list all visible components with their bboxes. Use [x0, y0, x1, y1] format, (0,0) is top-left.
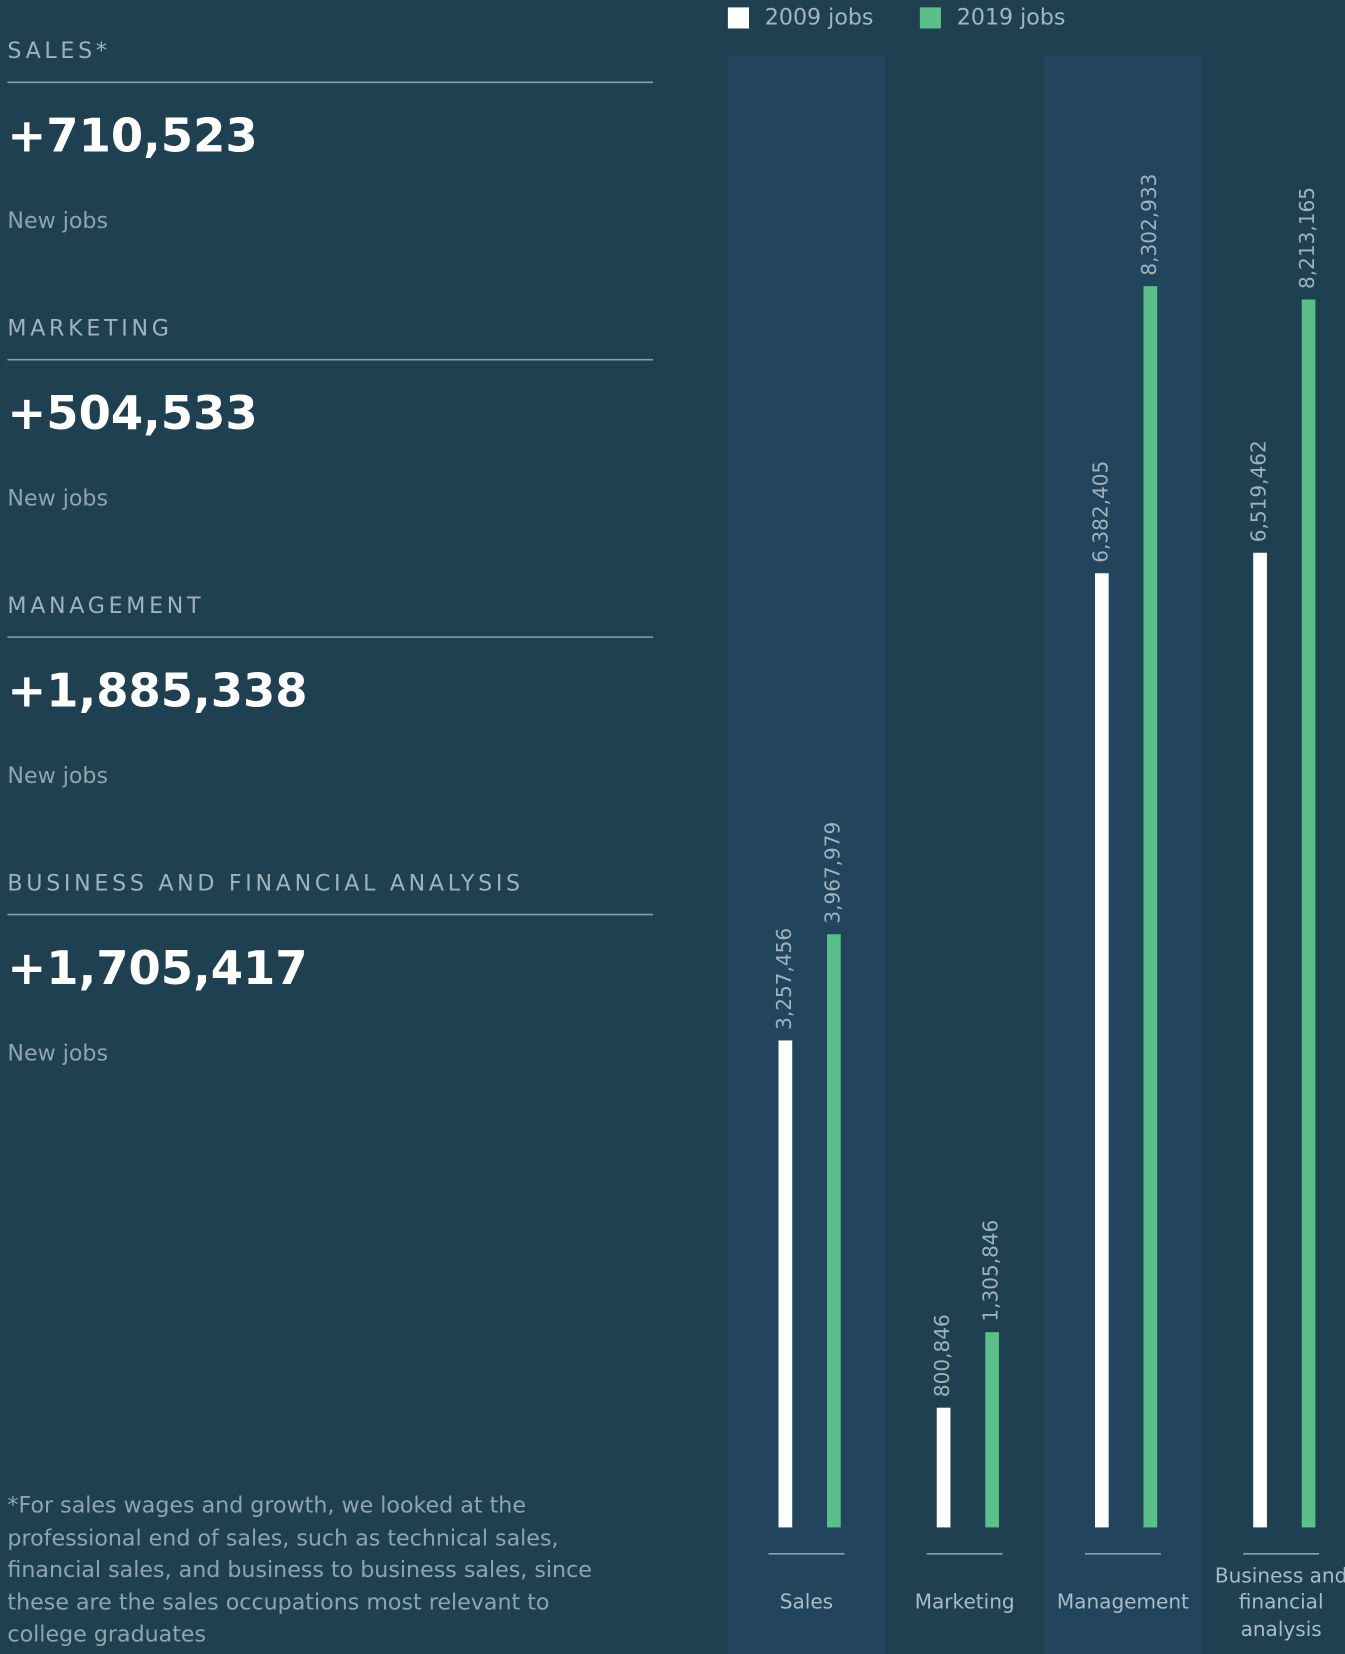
panel-value: +1,705,417	[7, 941, 307, 995]
value-label: 6,382,405	[1088, 461, 1112, 563]
category-label-box: Sales	[779, 1590, 834, 1615]
legend-label: 2019 jobs	[957, 4, 1066, 30]
category-label: Business and financial analysis	[1214, 1564, 1345, 1642]
panel-caption: New jobs	[7, 763, 108, 789]
category-label-box: Business and financial analysis	[1214, 1564, 1345, 1642]
legend-swatch	[727, 7, 749, 29]
category-label: Management	[1056, 1590, 1189, 1615]
panel-heading: MANAGEMENT	[7, 593, 204, 619]
bar	[1301, 299, 1316, 1528]
category-band	[1043, 54, 1202, 1654]
panel-caption: New jobs	[7, 485, 108, 511]
value-label: 1,305,846	[979, 1220, 1003, 1322]
value-label: 8,302,933	[1137, 174, 1161, 276]
category-label-box: Marketing	[914, 1590, 1015, 1615]
legend-swatch	[919, 7, 941, 29]
category-label-box: Management	[1056, 1590, 1189, 1615]
stat-panels: SALES* +710,523 New jobs MARKETING +504,533 N…	[7, 38, 653, 1066]
chart: Sales 3,257,456 3,967,979 Marketing 800,846 1…	[726, 4, 1345, 1654]
category-label: Sales	[779, 1590, 834, 1615]
footnote-box: *For sales wages and growth, we looked a…	[7, 1492, 592, 1647]
panel-caption: New jobs	[7, 208, 108, 234]
value-label: 8,213,165	[1295, 187, 1319, 289]
panel-heading: SALES*	[7, 38, 110, 64]
value-label: 3,967,979	[820, 822, 844, 924]
value-label: 800,846	[930, 1314, 954, 1397]
panel-heading: BUSINESS AND FINANCIAL ANALYSIS	[7, 870, 523, 896]
category-band	[726, 54, 886, 1654]
bar	[1253, 552, 1267, 1528]
bar	[827, 934, 841, 1528]
panel-value: +504,533	[7, 386, 257, 440]
footnote: *For sales wages and growth, we looked a…	[7, 1492, 592, 1647]
bar	[1143, 286, 1158, 1528]
panel-value: +1,885,338	[7, 664, 307, 718]
bar	[778, 1040, 793, 1528]
category-label: Marketing	[914, 1590, 1015, 1615]
panel-heading: MARKETING	[7, 316, 172, 342]
panel-caption: New jobs	[7, 1040, 108, 1066]
value-label: 3,257,456	[772, 928, 796, 1030]
bar	[985, 1332, 999, 1528]
legend-label: 2009 jobs	[765, 4, 874, 30]
value-label: 6,519,462	[1247, 440, 1271, 542]
panel-value: +710,523	[7, 109, 257, 163]
bar	[936, 1407, 951, 1528]
bar	[1094, 573, 1109, 1528]
